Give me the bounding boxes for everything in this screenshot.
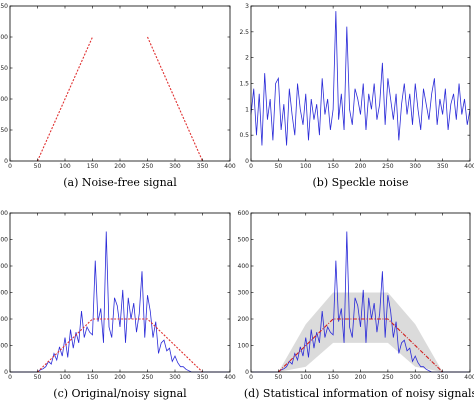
y-tick-label: 400: [0, 263, 8, 270]
x-tick-label: 50: [275, 374, 283, 381]
axis-frame: [250, 5, 471, 162]
chart-panel-d: 0 50 100 150 200 250 300 350 400 0 100 200 300 400 500…: [238, 210, 474, 400]
x-tick-label: 300: [169, 374, 181, 381]
x-tick-label: 400: [464, 374, 474, 381]
series-line-clean-1: [37, 318, 203, 373]
y-tick-label: 100: [0, 343, 8, 350]
series-line-clean-1: [277, 318, 444, 373]
y-tick-label: 100: [238, 343, 250, 350]
y-tick-label: 3: [245, 3, 249, 10]
x-tick-label: 350: [437, 374, 449, 381]
y-tick-label: 100: [0, 96, 8, 103]
y-tick-label: 200: [238, 316, 250, 323]
x-tick-label: 200: [114, 163, 126, 170]
series-line-clean-0: [36, 36, 94, 162]
x-tick-label: 150: [87, 163, 99, 170]
axis-frame: [9, 5, 231, 162]
chart-panel-b: 0 50 100 150 200 250 300 350 400 0 0.5 1 1.5 2 2.5 3 (b)…: [239, 3, 474, 189]
series-line-clean-1: [146, 36, 204, 162]
x-tick-label: 100: [59, 163, 71, 170]
x-tick-label: 0: [249, 163, 253, 170]
x-tick-label: 300: [410, 163, 422, 170]
x-tick-label: 0: [8, 374, 12, 381]
y-tick-label: 0: [245, 158, 249, 165]
y-tick-label: 300: [238, 290, 250, 297]
y-tick-label: 1: [245, 106, 249, 113]
x-tick-label: 100: [300, 374, 312, 381]
axis-frame: [9, 212, 231, 373]
x-tick-label: 400: [464, 163, 474, 170]
x-tick-label: 0: [249, 374, 253, 381]
chart-panel-c: 0 50 100 150 200 250 300 350 400 0 100 200 300 400 500…: [0, 210, 236, 400]
x-tick-label: 150: [327, 163, 339, 170]
x-tick-label: 100: [59, 374, 71, 381]
y-tick-label: 0.5: [239, 132, 249, 139]
x-tick-label: 400: [224, 163, 236, 170]
x-tick-label: 200: [114, 374, 126, 381]
x-tick-label: 200: [355, 374, 367, 381]
y-tick-label: 500: [238, 237, 250, 244]
y-tick-label: 300: [0, 290, 8, 297]
x-tick-label: 50: [275, 163, 283, 170]
y-tick-label: 1.5: [239, 81, 249, 88]
x-tick-label: 350: [197, 374, 209, 381]
panel-caption: (b) Speckle noise: [313, 176, 409, 189]
y-tick-label: 200: [0, 34, 8, 41]
x-tick-label: 100: [300, 163, 312, 170]
y-tick-label: 0: [245, 369, 249, 376]
y-tick-label: 0: [4, 369, 8, 376]
x-tick-label: 150: [327, 374, 339, 381]
y-tick-label: 600: [238, 210, 250, 217]
x-tick-label: 0: [8, 163, 12, 170]
y-tick-label: 500: [0, 237, 8, 244]
confidence-band: [278, 292, 443, 372]
series-line-noisy-0: [250, 11, 471, 146]
x-tick-label: 400: [224, 374, 236, 381]
x-tick-label: 50: [34, 374, 42, 381]
x-tick-label: 250: [382, 374, 394, 381]
x-tick-label: 200: [355, 163, 367, 170]
panel-caption: (d) Statistical information of noisy sig…: [244, 387, 474, 400]
y-tick-label: 400: [238, 263, 250, 270]
x-tick-label: 50: [34, 163, 42, 170]
panel-caption: (c) Original/noisy signal: [53, 387, 187, 400]
series-line-noisy-0: [10, 231, 230, 373]
x-tick-label: 250: [142, 163, 154, 170]
y-tick-label: 600: [0, 210, 8, 217]
x-tick-label: 250: [142, 374, 154, 381]
x-tick-label: 250: [382, 163, 394, 170]
y-tick-label: 2.5: [239, 29, 249, 36]
y-tick-label: 250: [0, 3, 8, 10]
y-tick-label: 2: [245, 55, 249, 62]
x-tick-label: 350: [437, 163, 449, 170]
y-tick-label: 150: [0, 65, 8, 72]
x-tick-label: 300: [169, 163, 181, 170]
x-tick-label: 350: [197, 163, 209, 170]
y-tick-label: 0: [4, 158, 8, 165]
x-tick-label: 150: [87, 374, 99, 381]
panel-caption: (a) Noise-free signal: [63, 176, 177, 189]
chart-panel-a: 0 50 100 150 200 250 300 350 400 0 50 100 150 200 250 (…: [0, 3, 236, 189]
y-tick-label: 200: [0, 316, 8, 323]
y-tick-label: 50: [0, 127, 8, 134]
x-tick-label: 300: [410, 374, 422, 381]
